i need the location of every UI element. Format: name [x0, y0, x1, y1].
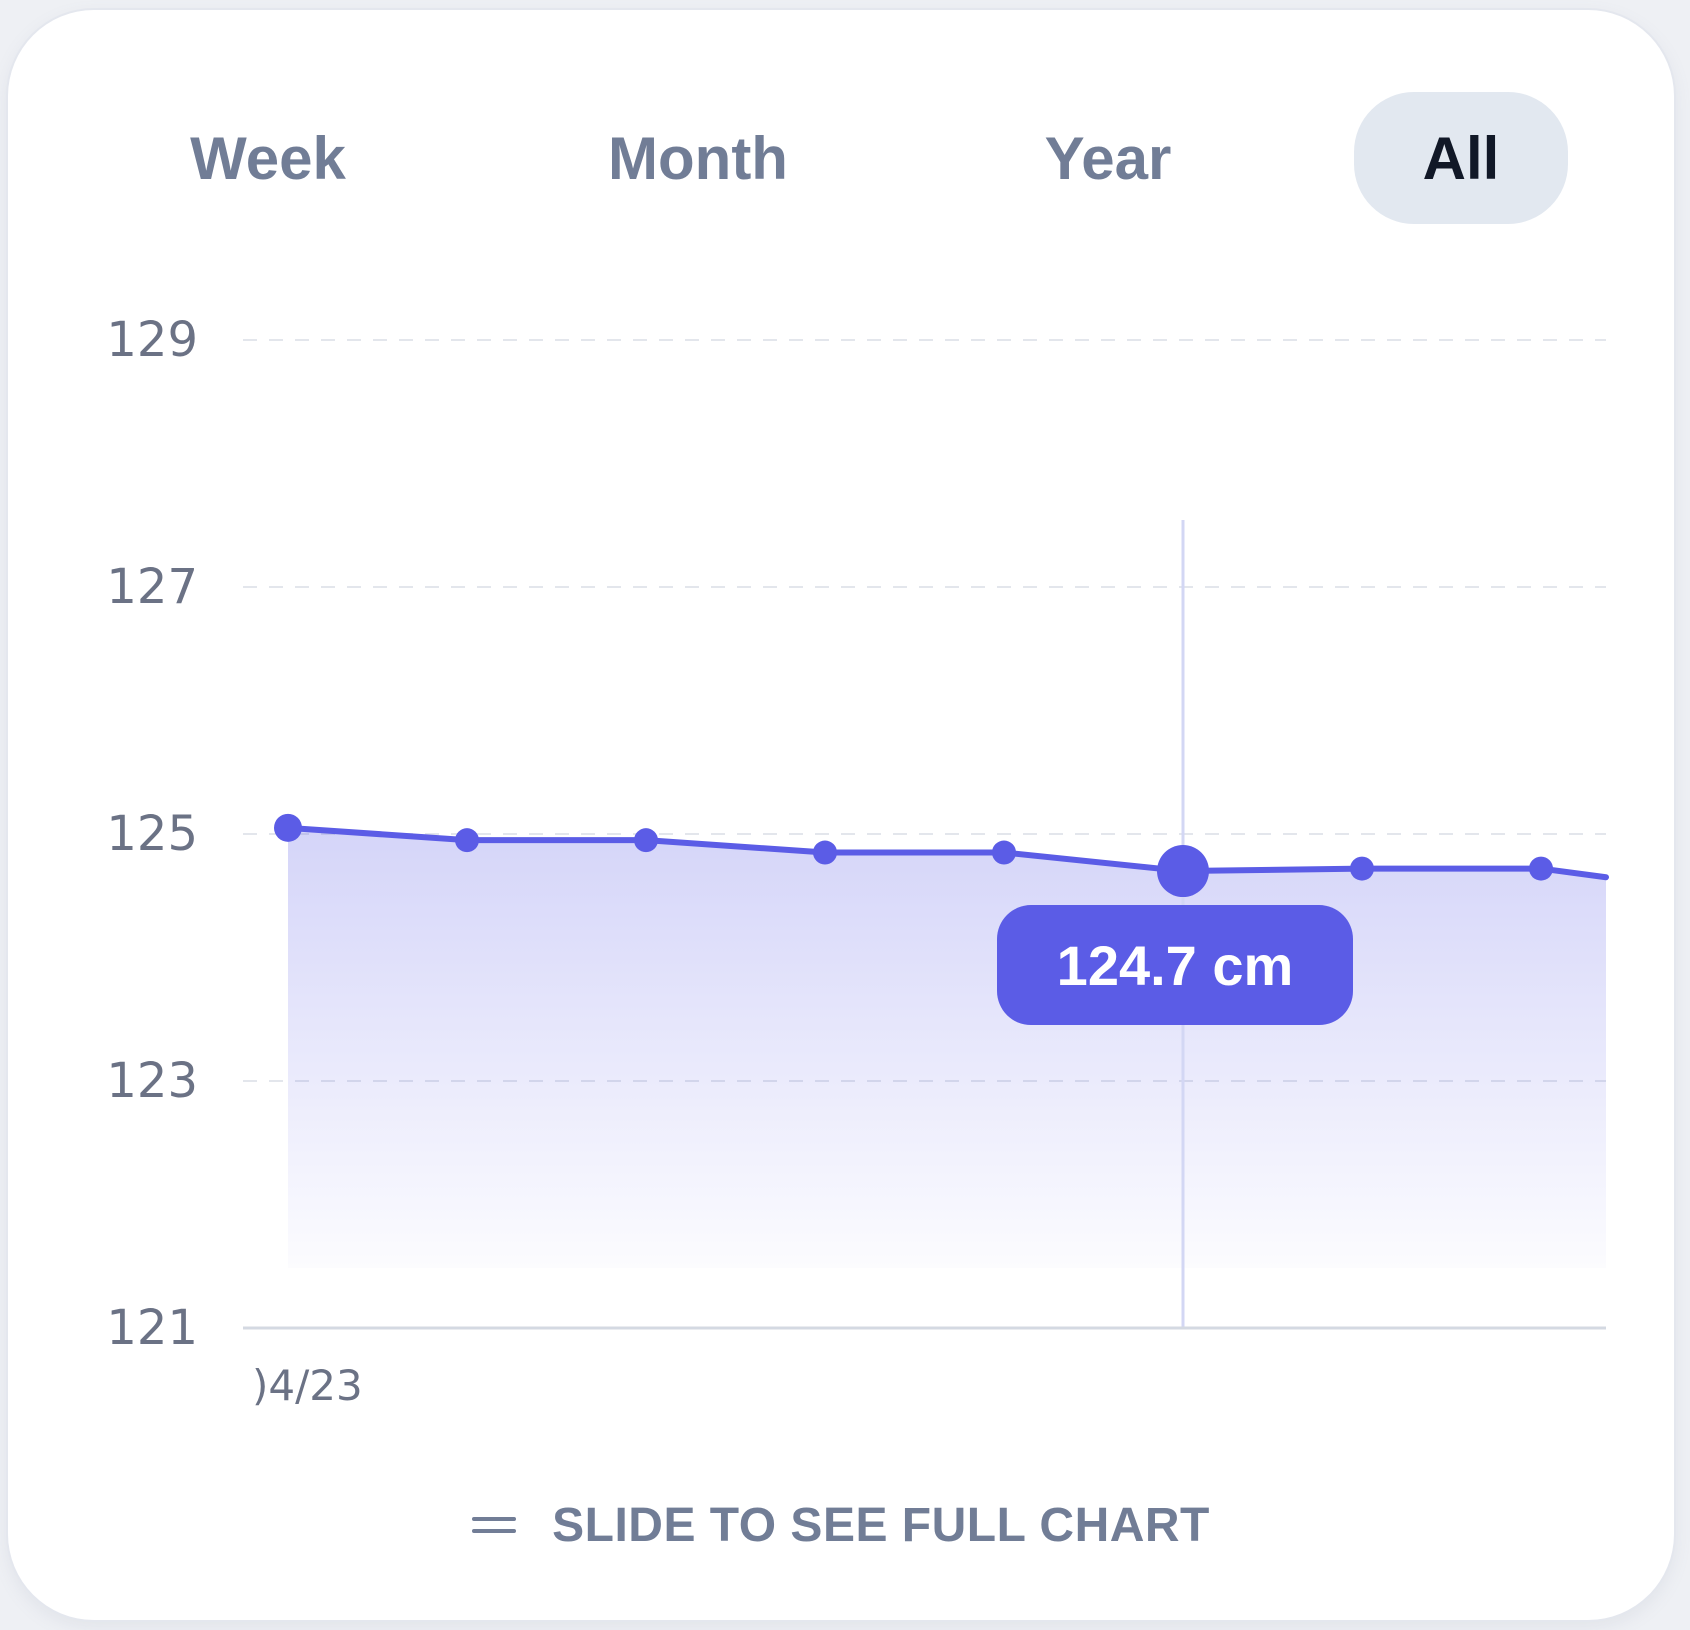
data-point[interactable]	[634, 828, 658, 853]
data-point[interactable]	[992, 840, 1016, 865]
area-fill	[288, 827, 1606, 1268]
y-tick-label: 121	[106, 1300, 198, 1356]
selected-data-point[interactable]	[1157, 845, 1209, 898]
data-points	[274, 813, 1553, 898]
slide-hint[interactable]: SLIDE TO SEE FULL CHART	[8, 1470, 1674, 1580]
y-tick-label: 123	[106, 1053, 198, 1109]
data-point[interactable]	[813, 840, 837, 865]
tab-month[interactable]: Month	[608, 124, 788, 192]
data-point[interactable]	[455, 828, 479, 853]
x-tick-label: )4/23	[252, 1361, 363, 1410]
data-point[interactable]	[1529, 856, 1553, 881]
value-tooltip: 124.7 cm	[997, 905, 1353, 1026]
tooltip-bubble	[997, 905, 1353, 1026]
data-point[interactable]	[274, 813, 302, 842]
tab-year[interactable]: Year	[1044, 124, 1172, 192]
y-axis-ticks: 129 127 125 123 121	[106, 312, 198, 1356]
slide-hint-label: SLIDE TO SEE FULL CHART	[552, 1498, 1210, 1552]
y-tick-label: 129	[106, 312, 198, 368]
y-tick-label: 125	[106, 806, 198, 862]
chart-card: Week Month Year All 129 127 125 123 121 124.…	[8, 10, 1674, 1620]
line-chart[interactable]: 129 127 125 123 121 124.7 cm )4/23	[8, 10, 1674, 1450]
data-point[interactable]	[1350, 856, 1374, 881]
x-axis-ticks: )4/23	[252, 1361, 363, 1410]
y-tick-label: 127	[106, 559, 198, 615]
drag-handle-icon	[472, 1515, 517, 1535]
range-tabs: Week Month Year All	[8, 10, 1674, 250]
tab-week[interactable]: Week	[190, 124, 346, 192]
tooltip-value: 124.7 cm	[1057, 934, 1294, 997]
tab-all[interactable]: All	[1354, 92, 1568, 224]
